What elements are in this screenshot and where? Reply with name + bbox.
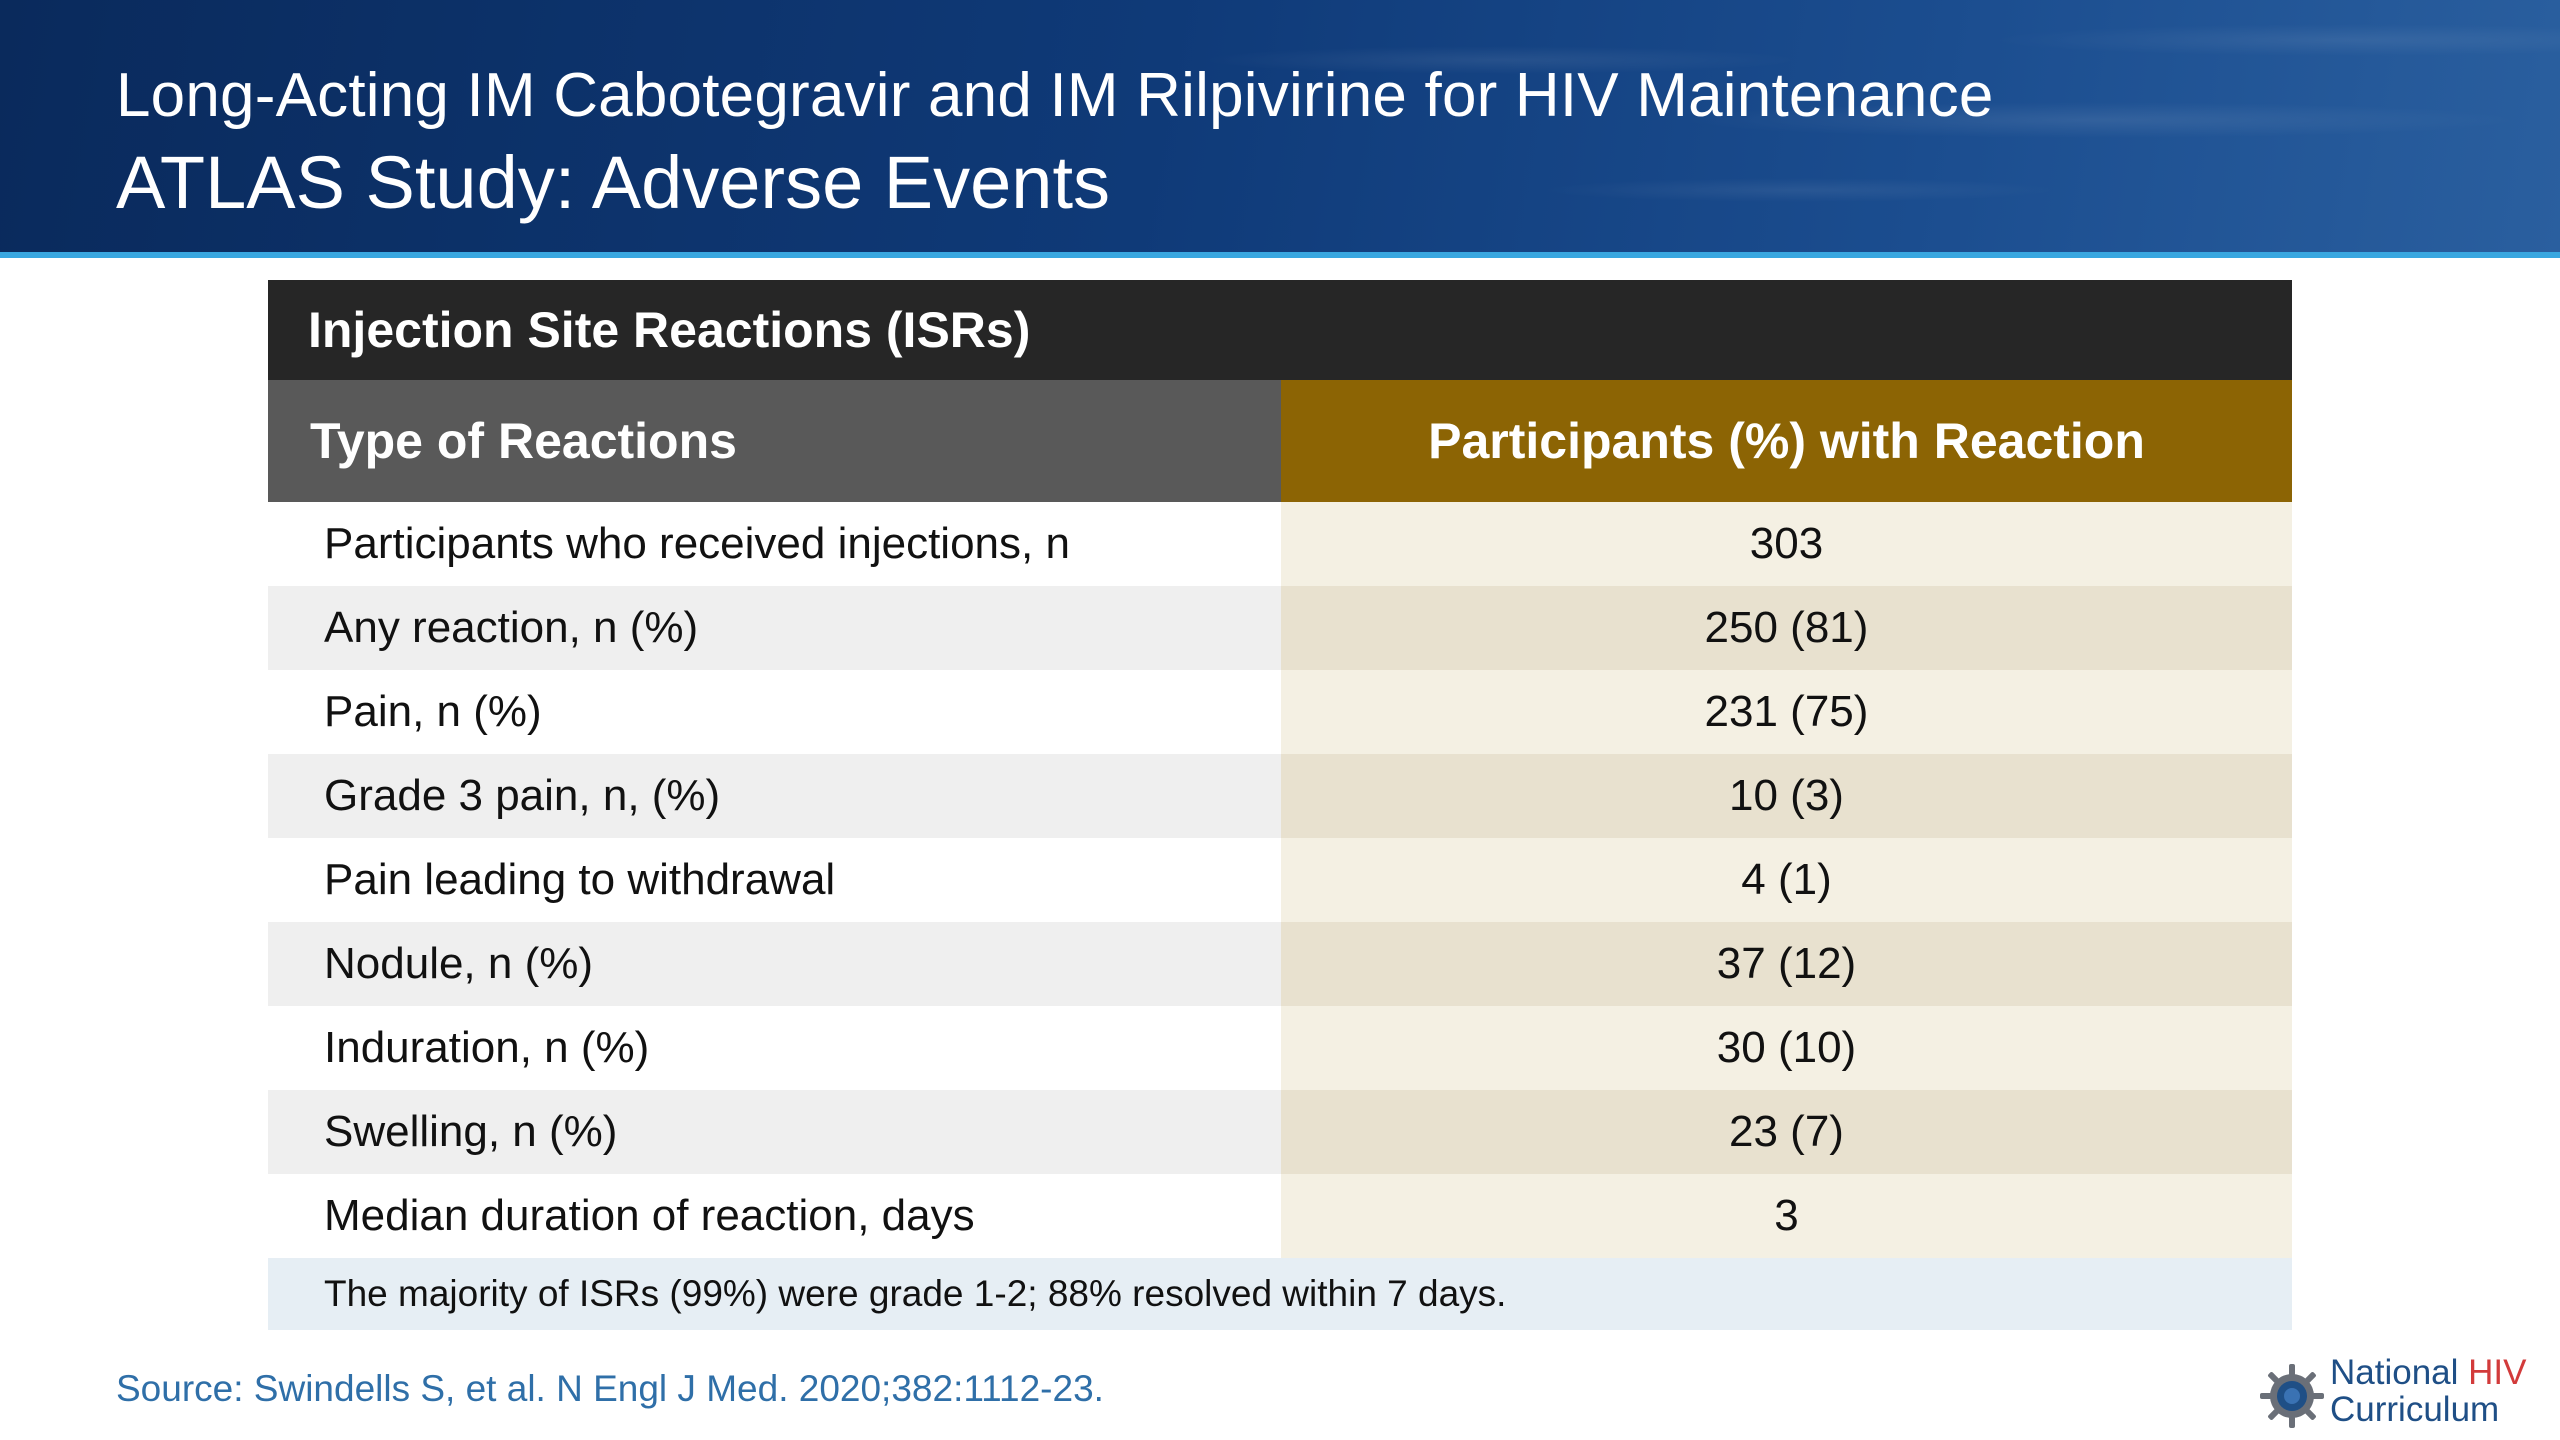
- column-header-type: Type of Reactions: [268, 380, 1281, 502]
- row-value: 231 (75): [1281, 670, 2292, 754]
- table-header-row: Type of Reactions Participants (%) with …: [268, 380, 2292, 502]
- row-label: Pain leading to withdrawal: [268, 838, 1281, 922]
- row-value: 23 (7): [1281, 1090, 2292, 1174]
- row-label: Participants who received injections, n: [268, 502, 1281, 586]
- row-label: Grade 3 pain, n, (%): [268, 754, 1281, 838]
- column-header-participants: Participants (%) with Reaction: [1281, 380, 2292, 502]
- row-value: 3: [1281, 1174, 2292, 1258]
- logo-wordmark: National HIV Curriculum: [2330, 1354, 2527, 1428]
- table-row: Pain leading to withdrawal 4 (1): [268, 838, 2292, 922]
- slide-header: Long-Acting IM Cabotegravir and IM Rilpi…: [0, 0, 2560, 252]
- source-citation: Source: Swindells S, et al. N Engl J Med…: [116, 1368, 1104, 1409]
- table-row: Grade 3 pain, n, (%) 10 (3): [268, 754, 2292, 838]
- table-row: Nodule, n (%) 37 (12): [268, 922, 2292, 1006]
- row-label: Swelling, n (%): [268, 1090, 1281, 1174]
- header-accent-rule: [0, 252, 2560, 258]
- row-value: 250 (81): [1281, 586, 2292, 670]
- table-row: Swelling, n (%) 23 (7): [268, 1090, 2292, 1174]
- row-label: Median duration of reaction, days: [268, 1174, 1281, 1258]
- national-hiv-curriculum-logo: National HIV Curriculum: [2256, 1354, 2546, 1434]
- table-row: Pain, n (%) 231 (75): [268, 670, 2292, 754]
- slide-title: Long-Acting IM Cabotegravir and IM Rilpi…: [116, 61, 1994, 130]
- row-label: Induration, n (%): [268, 1006, 1281, 1090]
- table-footnote: The majority of ISRs (99%) were grade 1-…: [268, 1258, 2292, 1330]
- table-row: Median duration of reaction, days 3: [268, 1174, 2292, 1258]
- row-value: 37 (12): [1281, 922, 2292, 1006]
- isr-table: Injection Site Reactions (ISRs) Type of …: [268, 280, 2292, 1330]
- logo-word-curriculum: Curriculum: [2330, 1390, 2500, 1429]
- logo-word-national: National: [2330, 1353, 2459, 1392]
- row-value: 10 (3): [1281, 754, 2292, 838]
- header-background-texture: [0, 0, 2560, 252]
- table-row: Participants who received injections, n …: [268, 502, 2292, 586]
- row-value: 30 (10): [1281, 1006, 2292, 1090]
- slide-subtitle: ATLAS Study: Adverse Events: [116, 141, 1111, 224]
- row-label: Nodule, n (%): [268, 922, 1281, 1006]
- table-row: Any reaction, n (%) 250 (81): [268, 586, 2292, 670]
- row-value: 4 (1): [1281, 838, 2292, 922]
- row-label: Pain, n (%): [268, 670, 1281, 754]
- row-label: Any reaction, n (%): [268, 586, 1281, 670]
- row-value: 303: [1281, 502, 2292, 586]
- logo-word-hiv: HIV: [2468, 1353, 2527, 1392]
- table-caption: Injection Site Reactions (ISRs): [268, 280, 2292, 380]
- gear-logo-icon: [2260, 1364, 2324, 1428]
- table-row: Induration, n (%) 30 (10): [268, 1006, 2292, 1090]
